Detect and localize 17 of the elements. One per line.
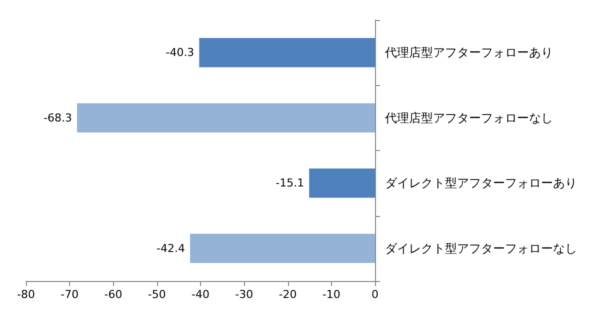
data-label: -15.1 [276, 176, 304, 190]
x-tick-label: -40 [192, 288, 210, 301]
data-label: -68.3 [44, 111, 72, 124]
data-label: -42.4 [156, 242, 186, 255]
y-tick-label: 代理店型アフターフォローあり [384, 46, 553, 60]
y-tick-label: ダイレクト型アフターフォローなし [385, 241, 577, 256]
x-tick-label: -20 [278, 288, 297, 301]
data-label: -40.3 [166, 46, 194, 60]
x-tick-label: -80 [17, 288, 35, 301]
y-tick-label: 代理店型アフターフォローなし [384, 110, 553, 125]
y-tick-label: ダイレクト型アフターフォローあり [385, 176, 577, 190]
x-tick-label: -60 [104, 288, 122, 301]
x-tick-label: -50 [148, 288, 166, 301]
x-tick-label: -10 [322, 288, 340, 301]
x-tick-label: -30 [235, 288, 254, 301]
x-tick-label: -70 [60, 288, 79, 301]
x-tick-label: 0 [372, 288, 378, 301]
